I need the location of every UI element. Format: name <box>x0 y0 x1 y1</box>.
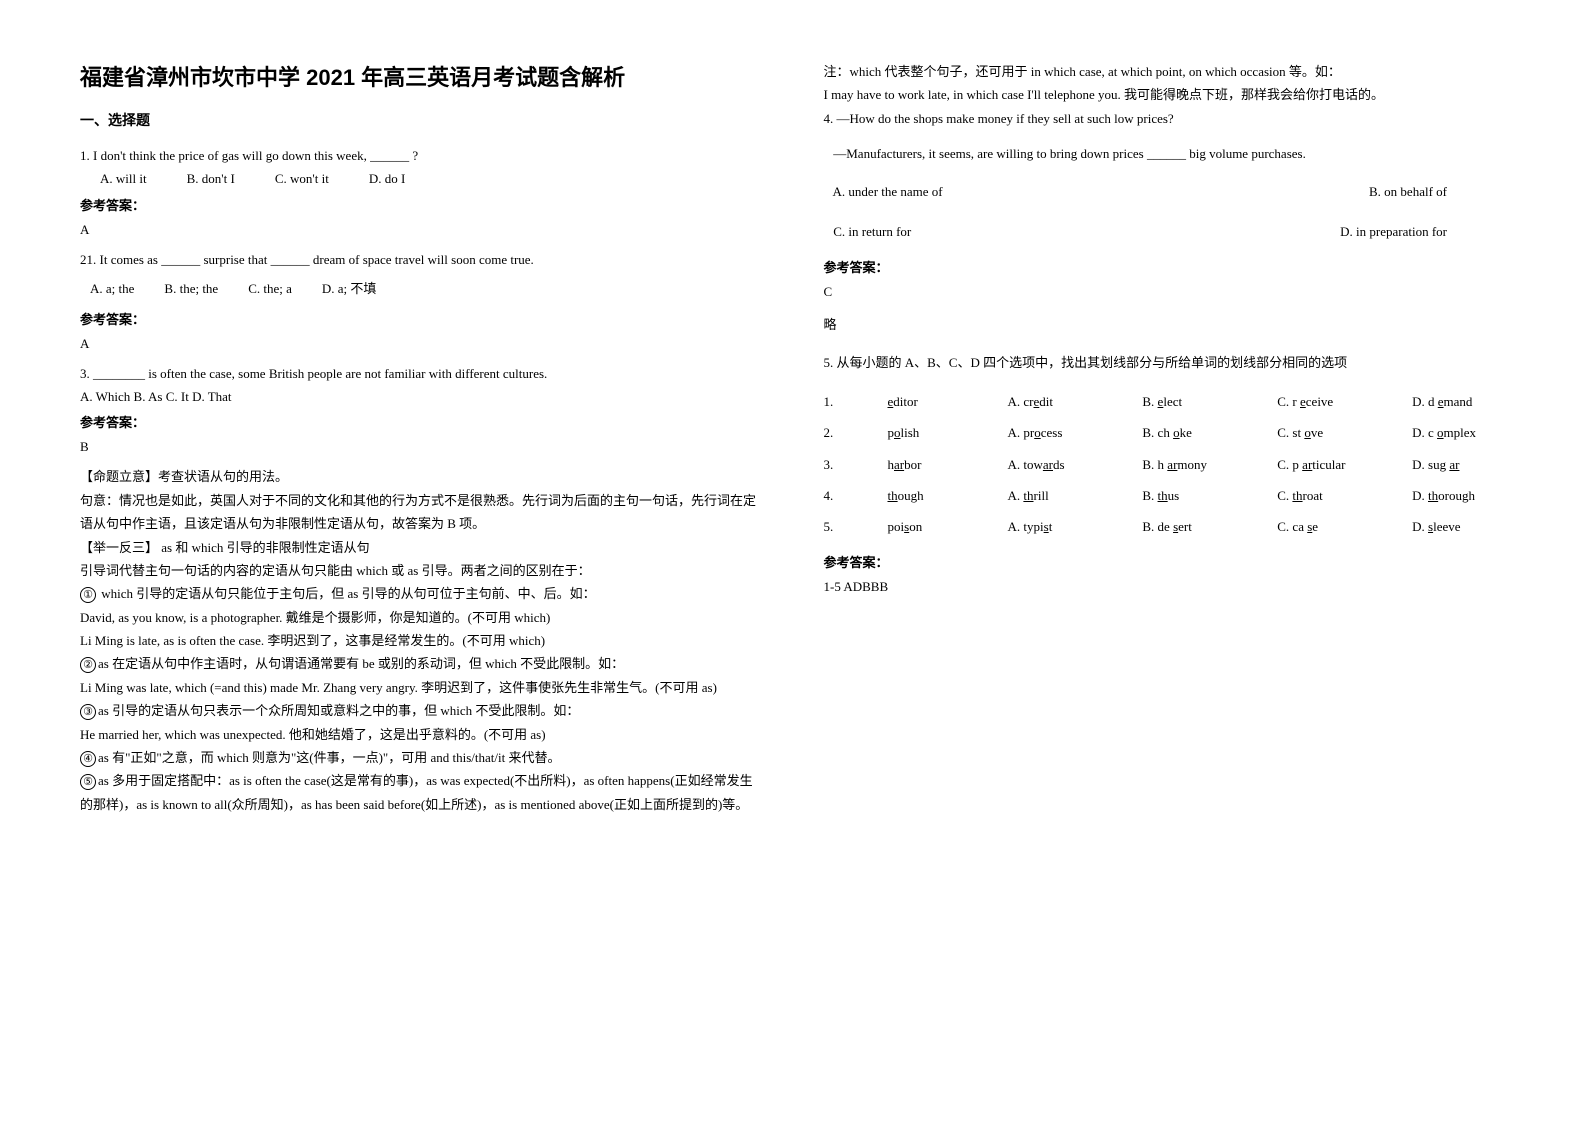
q3-stem: 3. ________ is often the case, some Brit… <box>80 362 764 385</box>
q1-optB: B. don't I <box>187 167 235 190</box>
q3-e10-line: ③as 引导的定语从句只表示一个众所周知或意料之中的事，但 which 不受此限… <box>80 699 764 722</box>
right-column: 注：which 代表整个句子，还可用于 in which case, at wh… <box>824 60 1508 1062</box>
q3-e6: David, as you know, is a photographer. 戴… <box>80 606 764 629</box>
circled-3: ③ <box>80 704 96 720</box>
q4-brief: 略 <box>824 314 1508 333</box>
q3-expl3: 【举一反三】 as 和 which 引导的非限制性定语从句 <box>80 536 764 559</box>
q4-stem1: 4. —How do the shops make money if they … <box>824 107 1508 130</box>
q4-ans-head: 参考答案： <box>824 257 1508 276</box>
q5-stem: 5. 从每小题的 A、B、C、D 四个选项中，找出其划线部分与所给单词的划线部分… <box>824 351 1508 374</box>
q5-ans-head: 参考答案： <box>824 552 1508 571</box>
phon-row: 1.editorA. creditB. electC. r eceiveD. d… <box>824 386 1508 417</box>
q4-ab: A. under the name of B. on behalf of <box>824 178 1508 207</box>
q3-expl2: 句意：情况也是如此，英国人对于不同的文化和其他的行为方式不是很熟悉。先行词为后面… <box>80 489 764 536</box>
phonetics-table: 1.editorA. creditB. electC. r eceiveD. d… <box>824 386 1508 542</box>
q3-e8: as 在定语从句中作主语时，从句谓语通常要有 be 或别的系动词，但 which… <box>98 656 624 671</box>
q1-options: A. will it B. don't I C. won't it D. do … <box>80 167 764 190</box>
q2-stem: 21. It comes as ______ surprise that ___… <box>80 248 764 271</box>
q3-e13: as 多用于固定搭配中：as is often the case(这是常有的事)… <box>80 773 753 811</box>
phon-row: 2.polishA. processB. ch okeC. st oveD. c… <box>824 417 1508 448</box>
q1-ans-head: 参考答案： <box>80 195 764 214</box>
circled-4: ④ <box>80 751 96 767</box>
q4-b: B. on behalf of <box>1369 178 1447 207</box>
q3-expl1: 【命题立意】考查状语从句的用法。 <box>80 465 764 488</box>
circled-5: ⑤ <box>80 774 96 790</box>
q2-optD: D. a; 不填 <box>322 277 377 300</box>
note2: I may have to work late, in which case I… <box>824 83 1508 106</box>
q1-stem: 1. I don't think the price of gas will g… <box>80 144 764 167</box>
q1-optC: C. won't it <box>275 167 329 190</box>
circled-2: ② <box>80 657 96 673</box>
left-column: 福建省漳州市坎市中学 2021 年高三英语月考试题含解析 一、选择题 1. I … <box>80 60 764 1062</box>
q4-stem2: —Manufacturers, it seems, are willing to… <box>824 142 1508 165</box>
phon-row: 5.poisonA. typistB. de sertC. ca seD. sl… <box>824 511 1508 542</box>
q2-ans-head: 参考答案： <box>80 309 764 328</box>
q3-e8-line: ②as 在定语从句中作主语时，从句谓语通常要有 be 或别的系动词，但 whic… <box>80 652 764 675</box>
phon-row: 3.harborA. towardsB. h armonyC. p articu… <box>824 449 1508 480</box>
q2-optB: B. the; the <box>164 277 218 300</box>
q4-ans: C <box>824 284 1508 300</box>
phon-row: 4.thoughA. thrillB. thusC. throatD. thor… <box>824 480 1508 511</box>
note1: 注：which 代表整个句子，还可用于 in which case, at wh… <box>824 60 1508 83</box>
circled-1: ① <box>80 587 96 603</box>
q2-options: A. a; the B. the; the C. the; a D. a; 不填 <box>80 277 764 300</box>
q3-e5: which 引导的定语从句只能位于主句后，但 as 引导的从句可位于主句前、中、… <box>98 586 596 601</box>
q1-optD: D. do I <box>369 167 405 190</box>
q1-ans: A <box>80 222 764 238</box>
q3-e11: He married her, which was unexpected. 他和… <box>80 723 764 746</box>
q4-c: C. in return for <box>824 218 912 247</box>
q1-optA: A. will it <box>100 167 147 190</box>
q3-expl4: 引导词代替主句一句话的内容的定语从句只能由 which 或 as 引导。两者之间… <box>80 559 764 582</box>
q3-e12: as 有"正如"之意，而 which 则意为"这(件事，一点)"，可用 and … <box>98 750 560 765</box>
q3-e13-line: ⑤as 多用于固定搭配中：as is often the case(这是常有的事… <box>80 769 764 816</box>
q3-e10: as 引导的定语从句只表示一个众所周知或意料之中的事，但 which 不受此限制… <box>98 703 579 718</box>
q3-ans-head: 参考答案： <box>80 412 764 431</box>
q3-e7: Li Ming is late, as is often the case. 李… <box>80 629 764 652</box>
q2-ans: A <box>80 336 764 352</box>
q2-optC: C. the; a <box>248 277 292 300</box>
section-head: 一、选择题 <box>80 110 764 130</box>
q3-e12-line: ④as 有"正如"之意，而 which 则意为"这(件事，一点)"，可用 and… <box>80 746 764 769</box>
q3-e9: Li Ming was late, which (=and this) made… <box>80 676 764 699</box>
q3-ans: B <box>80 439 764 455</box>
q4-cd: C. in return for D. in preparation for <box>824 218 1508 247</box>
q2-optA: A. a; the <box>90 277 134 300</box>
q3-e5-line: ① which 引导的定语从句只能位于主句后，但 as 引导的从句可位于主句前、… <box>80 582 764 605</box>
q5-ans: 1-5 ADBBB <box>824 579 1508 595</box>
q4-d: D. in preparation for <box>1340 218 1447 247</box>
q4-a: A. under the name of <box>824 178 943 207</box>
doc-title: 福建省漳州市坎市中学 2021 年高三英语月考试题含解析 <box>80 60 764 92</box>
q3-opts: A. Which B. As C. It D. That <box>80 385 764 408</box>
